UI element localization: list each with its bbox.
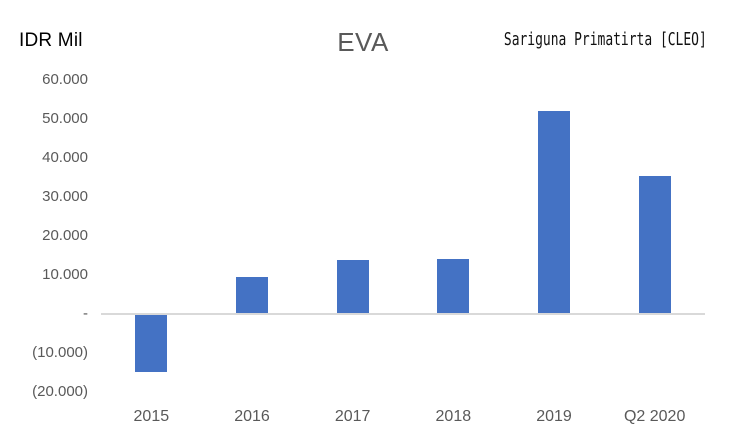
y-axis-tick-label: 20.000 <box>42 226 88 244</box>
bar-2018 <box>437 259 470 314</box>
y-axis-tick-label: 10.000 <box>42 265 88 283</box>
x-axis-label-2015: 2015 <box>133 408 170 425</box>
x-axis-line <box>101 313 705 315</box>
y-axis-tick-label: - <box>83 304 88 322</box>
bar-q2-2020 <box>638 176 671 314</box>
bar-2015 <box>135 313 168 372</box>
x-axis-label-2018: 2018 <box>435 408 472 425</box>
y-axis-tick-label: 30.000 <box>42 187 88 205</box>
bar-2019 <box>538 110 570 314</box>
x-axis-label-2016: 2016 <box>234 408 270 425</box>
x-axis-label-2017: 2017 <box>334 408 371 425</box>
units-label: IDR Mil <box>19 30 83 51</box>
company-ticker-label: Sariguna Primatirta [CLEO] <box>504 29 707 50</box>
x-axis-label-q2-2020: Q2 2020 <box>623 408 686 425</box>
y-axis-tick-label: 60.000 <box>42 70 88 88</box>
y-axis-tick-label: (10.000) <box>32 343 88 361</box>
bar-2016 <box>236 276 268 314</box>
y-axis-tick-label: (20.000) <box>32 382 88 400</box>
bar-2017 <box>336 260 369 314</box>
chart-title: EVA <box>337 27 389 57</box>
y-axis-tick-label: 40.000 <box>42 148 88 166</box>
x-axis-label-2019: 2019 <box>536 408 572 425</box>
y-axis-tick-label: 50.000 <box>42 109 88 127</box>
